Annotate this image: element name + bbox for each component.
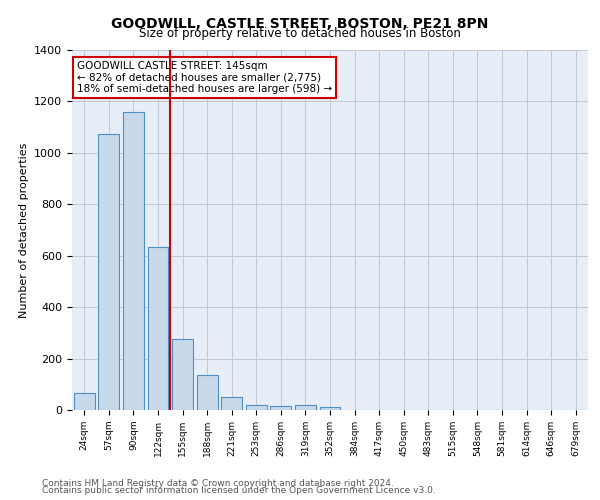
- Text: Size of property relative to detached houses in Boston: Size of property relative to detached ho…: [139, 28, 461, 40]
- Text: Contains public sector information licensed under the Open Government Licence v3: Contains public sector information licen…: [42, 486, 436, 495]
- Text: GOODWILL, CASTLE STREET, BOSTON, PE21 8PN: GOODWILL, CASTLE STREET, BOSTON, PE21 8P…: [112, 18, 488, 32]
- Text: GOODWILL CASTLE STREET: 145sqm
← 82% of detached houses are smaller (2,775)
18% : GOODWILL CASTLE STREET: 145sqm ← 82% of …: [77, 61, 332, 94]
- Bar: [221, 397, 242, 410]
- Bar: [320, 408, 340, 410]
- Bar: [148, 246, 169, 410]
- Bar: [98, 134, 119, 410]
- Text: Contains HM Land Registry data © Crown copyright and database right 2024.: Contains HM Land Registry data © Crown c…: [42, 478, 394, 488]
- Bar: [295, 406, 316, 410]
- Bar: [197, 376, 218, 410]
- Bar: [74, 394, 95, 410]
- Bar: [246, 405, 267, 410]
- Y-axis label: Number of detached properties: Number of detached properties: [19, 142, 29, 318]
- Bar: [172, 340, 193, 410]
- Bar: [123, 112, 144, 410]
- Bar: [271, 406, 292, 410]
